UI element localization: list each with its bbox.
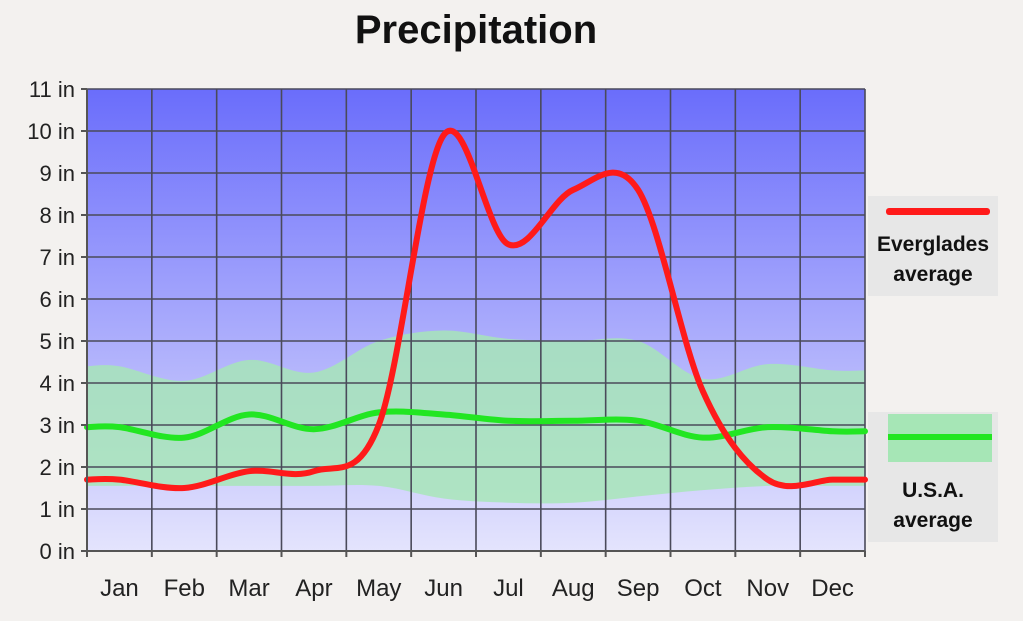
legend-everglades: Everglades average [868,196,998,296]
x-tick-label: May [356,575,401,602]
y-tick-label: 10 in [27,119,75,144]
x-tick-label: Dec [811,575,854,602]
y-tick-label: 5 in [40,329,75,354]
x-tick-label: Sep [617,575,660,602]
legend-everglades-swatch [886,208,990,215]
y-tick-label: 3 in [40,413,75,438]
x-tick-label: Jan [100,575,139,602]
x-tick-label: Feb [164,575,205,602]
legend-everglades-label: Everglades average [876,233,990,286]
y-tick-label: 1 in [40,497,75,522]
legend-usa-label: U.S.A. average [893,479,973,532]
y-tick-label: 4 in [40,371,75,396]
x-tick-label: Aug [552,575,595,602]
y-tick-label: 7 in [40,245,75,270]
x-tick-label: Nov [746,575,789,602]
x-tick-label: Jun [424,575,463,602]
y-tick-label: 0 in [40,539,75,564]
x-tick-label: Mar [228,575,269,602]
everglades-line [84,128,868,492]
y-tick-label: 9 in [40,161,75,186]
legend-usa-swatch [888,434,992,440]
legend-usa: U.S.A. average [868,412,998,542]
x-tick-label: Apr [295,575,332,602]
x-tick-label: Jul [493,575,524,602]
usa-line [84,408,868,441]
chart-title: Precipitation [354,8,598,52]
y-tick-label: 11 in [29,77,75,102]
y-tick-label: 6 in [40,287,75,312]
y-tick-label: 2 in [40,455,75,480]
x-tick-label: Oct [684,575,722,602]
y-tick-label: 8 in [40,203,75,228]
